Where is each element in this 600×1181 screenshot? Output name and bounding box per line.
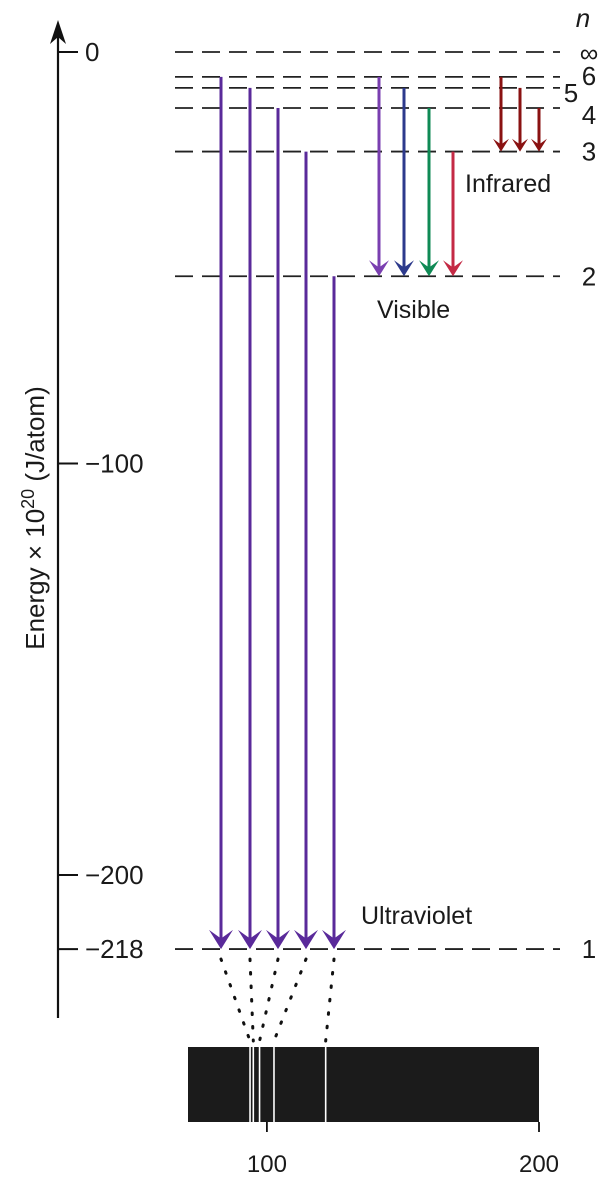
n-level-label: 1: [582, 934, 596, 964]
energy-tick-label: −100: [85, 449, 144, 479]
energy-axis-ticks: 0 −100 −200 −218: [58, 37, 144, 964]
energy-levels: ∞654 3 2 1: [175, 38, 598, 964]
transition-arrowhead: [322, 929, 346, 950]
uv-transition-arrow: [294, 151, 318, 950]
energy-axis-title: Energy × 1020 (J/atom): [18, 386, 50, 650]
uv-transition-arrow: [238, 87, 262, 950]
spectrum-tick-labels: 100 200: [247, 1122, 559, 1178]
n-level-label: 6: [582, 61, 596, 91]
guide-dotted-line: [248, 957, 255, 1043]
transition-arrowhead: [369, 260, 389, 277]
infrared-label: Infrared: [465, 170, 551, 198]
visible-label: Visible: [377, 296, 450, 324]
uv-transition-arrow: [266, 107, 290, 950]
spectrum-strip: [188, 1047, 539, 1122]
ir-transition-arrow: [493, 76, 509, 152]
visible-transition-arrow: [443, 151, 463, 277]
transition-arrowhead: [493, 138, 509, 152]
n-level-label: 4: [582, 100, 596, 130]
transition-arrowhead: [209, 929, 233, 950]
transition-arrowhead: [512, 138, 528, 152]
emission-spectrum: [188, 1047, 539, 1122]
n-header: n: [576, 3, 590, 33]
transition-arrowhead: [443, 260, 463, 277]
n-level-label: ∞: [580, 38, 599, 68]
transition-arrowhead: [294, 929, 318, 950]
energy-axis-arrowhead: [50, 20, 66, 44]
n-level-label: 5: [564, 78, 578, 108]
transitions: [209, 76, 547, 950]
transition-arrowhead: [531, 138, 547, 152]
transition-arrowhead: [266, 929, 290, 950]
transition-arrowhead: [394, 260, 414, 277]
visible-transition-arrow: [419, 107, 439, 277]
n-level-label: 3: [582, 137, 596, 167]
uv-transition-arrow: [322, 276, 346, 950]
n-level-label: 2: [582, 261, 596, 291]
energy-tick-label: −200: [85, 860, 144, 890]
spectrum-guide-dots: [219, 957, 336, 1043]
visible-transition-arrow: [394, 87, 414, 277]
visible-transition-arrow: [369, 76, 389, 277]
transition-arrowhead: [238, 929, 262, 950]
energy-tick-label: −218: [85, 934, 144, 964]
spectrum-tick-label: 100: [247, 1151, 287, 1178]
guide-dotted-line: [219, 957, 252, 1043]
ultraviolet-label: Ultraviolet: [361, 902, 472, 930]
guide-dotted-line: [272, 957, 308, 1043]
guide-dotted-line: [324, 957, 336, 1043]
energy-tick-label: 0: [85, 37, 99, 67]
guide-dotted-line: [258, 957, 280, 1043]
ir-transition-arrow: [531, 107, 547, 152]
transition-arrowhead: [419, 260, 439, 277]
uv-transition-arrow: [209, 76, 233, 950]
spectrum-tick-label: 200: [519, 1151, 559, 1178]
ir-transition-arrow: [512, 87, 528, 152]
